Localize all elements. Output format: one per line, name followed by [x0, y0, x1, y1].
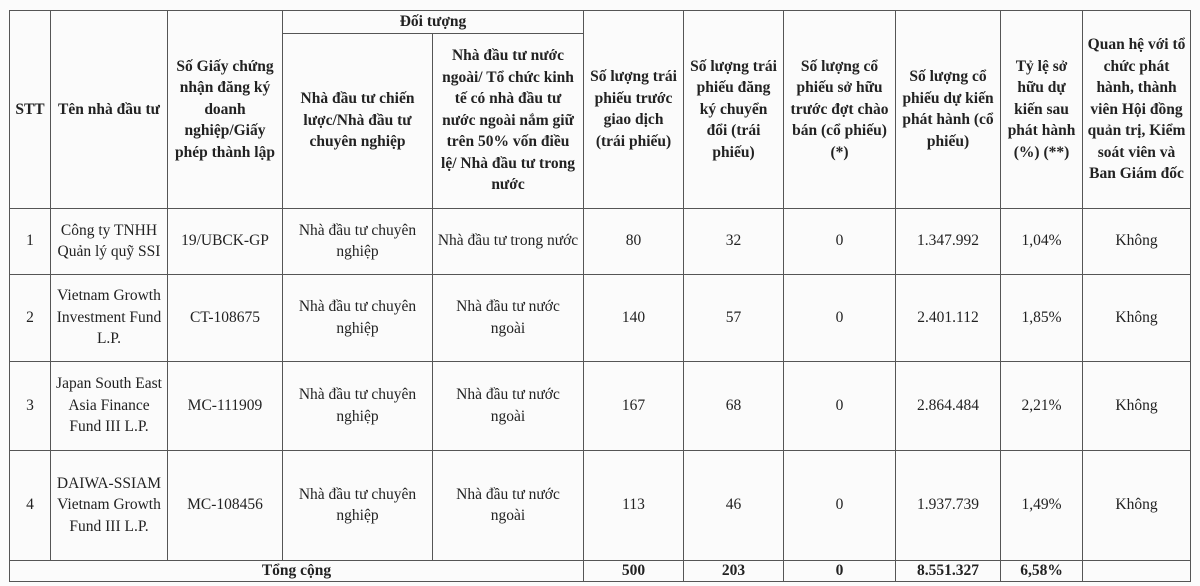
cell-shares-issue: 1.937.739	[895, 449, 1002, 561]
table-row: 1 Công ty TNHH Quản lý quỹ SSI 19/UBCK-GP N…	[9, 207, 1192, 275]
cell-relation: Không	[1082, 360, 1192, 451]
cell-bonds-before: 167	[583, 360, 685, 451]
cell-license: MC-108456	[167, 449, 283, 561]
header-foreign: Nhà đầu tư nước ngoài/ Tổ chức kinh tế c…	[431, 32, 585, 209]
cell-license: 19/UBCK-GP	[167, 207, 283, 275]
cell-name: Công ty TNHH Quản lý quỹ SSI	[50, 207, 168, 275]
total-relation	[1082, 559, 1192, 582]
cell-strategic: Nhà đầu tư chuyên nghiệp	[282, 360, 433, 451]
table-row: 3 Japan South East Asia Finance Fund III …	[9, 360, 1192, 451]
cell-strategic: Nhà đầu tư chuyên nghiệp	[282, 273, 433, 362]
total-row: Tổng cộng 500 203 0 8.551.327 6,58%	[8, 559, 1192, 582]
header-shares-issue: Số lượng cổ phiếu dự kiến phát hành (cổ …	[895, 10, 1002, 209]
cell-ratio: 1,49%	[1000, 449, 1084, 561]
cell-stt: 4	[9, 449, 51, 561]
header-shares-before: Số lượng cổ phiếu sở hữu trước đợt chào …	[783, 10, 897, 209]
cell-shares-issue: 1.347.992	[895, 207, 1002, 275]
cell-name: DAIWA-SSIAM Vietnam Growth Fund III L.P.	[50, 449, 168, 561]
cell-bonds-convert: 57	[683, 273, 785, 362]
cell-license: CT-108675	[167, 273, 283, 362]
cell-bonds-before: 80	[583, 207, 685, 275]
cell-foreign: Nhà đầu tư nước ngoài	[431, 449, 585, 561]
cell-strategic: Nhà đầu tư chuyên nghiệp	[282, 207, 433, 275]
cell-stt: 1	[9, 207, 51, 275]
cell-ratio: 1,04%	[1000, 207, 1084, 275]
cell-shares-before: 0	[783, 207, 897, 275]
table-row: 4 DAIWA-SSIAM Vietnam Growth Fund III L.P…	[9, 449, 1192, 561]
cell-relation: Không	[1082, 207, 1192, 275]
total-ratio: 6,58%	[1000, 559, 1084, 582]
cell-shares-before: 0	[783, 273, 897, 362]
cell-bonds-convert: 46	[683, 449, 785, 561]
cell-foreign: Nhà đầu tư trong nước	[431, 207, 585, 275]
header-bonds-convert: Số lượng trái phiếu đăng ký chuyển đổi (…	[683, 10, 785, 209]
cell-name: Vietnam Growth Investment Fund L.P.	[50, 273, 168, 362]
cell-foreign: Nhà đầu tư nước ngoài	[431, 273, 585, 362]
cell-stt: 3	[9, 360, 51, 451]
cell-license: MC-111909	[167, 360, 283, 451]
header-ratio: Tỷ lệ sở hữu dự kiến sau phát hành (%) (…	[1000, 10, 1084, 209]
cell-bonds-before: 113	[583, 449, 685, 561]
investor-table: STT Tên nhà đầu tư Số Giấy chứng nhận đă…	[8, 10, 1192, 582]
cell-foreign: Nhà đầu tư nước ngoài	[431, 360, 585, 451]
header-relation: Quan hệ với tổ chức phát hành, thành viê…	[1082, 10, 1192, 209]
cell-shares-before: 0	[783, 449, 897, 561]
header-name: Tên nhà đầu tư	[50, 10, 168, 209]
header-strategic: Nhà đầu tư chiến lược/Nhà đầu tư chuyên …	[282, 32, 433, 209]
header-bonds-before: Số lượng trái phiếu trước giao dịch (trá…	[583, 10, 685, 209]
cell-bonds-convert: 68	[683, 360, 785, 451]
cell-shares-issue: 2.864.484	[895, 360, 1002, 451]
cell-shares-issue: 2.401.112	[895, 273, 1002, 362]
total-shares-before: 0	[783, 559, 897, 582]
header-license: Số Giấy chứng nhận đăng ký doanh nghiệp/…	[167, 10, 283, 209]
header-group: Đối tượng	[281, 10, 585, 34]
cell-stt: 2	[9, 273, 51, 362]
cell-shares-before: 0	[783, 360, 897, 451]
cell-name: Japan South East Asia Finance Fund III L…	[50, 360, 168, 451]
cell-ratio: 1,85%	[1000, 273, 1084, 362]
cell-bonds-convert: 32	[683, 207, 785, 275]
total-shares-issue: 8.551.327	[895, 559, 1002, 582]
header-stt: STT	[9, 10, 51, 209]
cell-relation: Không	[1082, 273, 1192, 362]
total-bonds-convert: 203	[683, 559, 785, 582]
cell-ratio: 2,21%	[1000, 360, 1084, 451]
cell-relation: Không	[1082, 449, 1192, 561]
total-bonds-before: 500	[583, 559, 685, 582]
total-label: Tổng cộng	[8, 559, 585, 582]
table-row: 2 Vietnam Growth Investment Fund L.P. CT-1…	[9, 273, 1192, 362]
cell-strategic: Nhà đầu tư chuyên nghiệp	[282, 449, 433, 561]
cell-bonds-before: 140	[583, 273, 685, 362]
